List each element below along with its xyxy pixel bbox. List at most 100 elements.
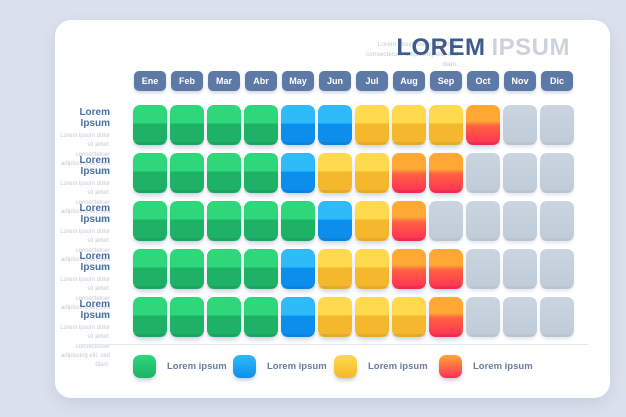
- gantt-cell-green: [133, 105, 167, 145]
- gantt-cell-yellow: [355, 153, 389, 193]
- gantt-row: [133, 201, 574, 241]
- gantt-cell-green: [170, 201, 204, 241]
- gantt-cell-green: [207, 201, 241, 241]
- gantt-cell-orange: [429, 153, 463, 193]
- gantt-cell-yellow: [318, 297, 352, 337]
- legend-divider: [79, 344, 588, 345]
- title-primary: LOREM: [396, 34, 486, 61]
- gantt-cell-gray: [466, 297, 500, 337]
- gantt-cell-blue: [281, 297, 315, 337]
- month-header-oct: Oct: [467, 71, 499, 91]
- row-label: Lorem Ipsum: [79, 251, 110, 273]
- gantt-cell-gray: [429, 201, 463, 241]
- gantt-cell-gray: [466, 153, 500, 193]
- gantt-cell-yellow: [392, 297, 426, 337]
- gantt-cell-green: [207, 249, 241, 289]
- gantt-cell-yellow: [392, 105, 426, 145]
- month-header-jun: Jun: [319, 71, 351, 91]
- month-header-dic: Dic: [541, 71, 573, 91]
- row-label: Lorem Ipsum: [79, 155, 110, 177]
- gantt-cell-orange: [392, 201, 426, 241]
- gantt-cell-green: [207, 297, 241, 337]
- gantt-cell-yellow: [355, 105, 389, 145]
- header-subtitle: Lorem ipsum dolor sit amet, consectetuer…: [365, 41, 458, 68]
- gantt-cell-blue: [281, 105, 315, 145]
- legend-label: Lorem ipsum: [368, 361, 428, 372]
- row-description: Lorem ipsum dolor sit amet, consectetuer…: [60, 181, 110, 225]
- month-header-feb: Feb: [171, 71, 203, 91]
- gantt-cell-green: [207, 105, 241, 145]
- legend-item: Lorem ipsum: [439, 355, 533, 378]
- gantt-row: [133, 153, 574, 193]
- legend-swatch-green: [133, 355, 156, 378]
- gantt-cell-blue: [318, 201, 352, 241]
- gantt-cell-yellow: [355, 249, 389, 289]
- row-label: Lorem Ipsum: [79, 107, 110, 129]
- legend-label: Lorem ipsum: [267, 361, 327, 372]
- gantt-cell-green: [207, 153, 241, 193]
- gantt-cell-green: [170, 153, 204, 193]
- gantt-cell-green: [170, 297, 204, 337]
- row-description: Lorem ipsum dolor sit amet, consectetuer…: [60, 277, 110, 321]
- row-description: Lorem ipsum dolor sit amet, consectetuer…: [60, 133, 110, 177]
- gantt-cell-gray: [540, 201, 574, 241]
- row-label-block: Lorem Ipsum Lorem ipsum dolor sit amet, c…: [57, 203, 110, 274]
- gantt-cell-gray: [540, 105, 574, 145]
- gantt-cell-gray: [466, 249, 500, 289]
- gantt-cell-green: [244, 297, 278, 337]
- row-description: Lorem ipsum dolor sit amet, consectetuer…: [60, 229, 110, 273]
- gantt-cell-gray: [503, 201, 537, 241]
- month-header-may: May: [282, 71, 314, 91]
- row-label: Lorem Ipsum: [79, 299, 110, 321]
- legend-swatch-yellow: [334, 355, 357, 378]
- gantt-row: [133, 297, 574, 337]
- gantt-cell-green: [244, 105, 278, 145]
- gantt-cell-green: [133, 201, 167, 241]
- row-label-block: Lorem Ipsum Lorem ipsum dolor sit amet, c…: [57, 155, 110, 226]
- legend-label: Lorem ipsum: [473, 361, 533, 372]
- gantt-cell-yellow: [318, 249, 352, 289]
- row-label-block: Lorem Ipsum Lorem ipsum dolor sit amet, c…: [57, 251, 110, 322]
- row-label: Lorem Ipsum: [79, 203, 110, 225]
- gantt-cell-orange: [429, 297, 463, 337]
- gantt-cell-gray: [503, 297, 537, 337]
- month-header-jul: Jul: [356, 71, 388, 91]
- title-secondary: IPSUM: [491, 34, 570, 61]
- gantt-cell-orange: [392, 153, 426, 193]
- gantt-cell-gray: [503, 249, 537, 289]
- gantt-cell-orange: [466, 105, 500, 145]
- gantt-cell-yellow: [318, 153, 352, 193]
- month-header-mar: Mar: [208, 71, 240, 91]
- month-header-nov: Nov: [504, 71, 536, 91]
- gantt-cell-blue: [281, 249, 315, 289]
- gantt-row: [133, 249, 574, 289]
- gantt-cell-blue: [281, 153, 315, 193]
- gantt-cell-blue: [318, 105, 352, 145]
- gantt-cell-gray: [466, 201, 500, 241]
- gantt-cell-gray: [540, 249, 574, 289]
- gantt-row: [133, 105, 574, 145]
- page-title: LOREM IPSUM: [396, 34, 570, 62]
- row-label-block: Lorem Ipsum Lorem ipsum dolor sit amet, c…: [57, 299, 110, 370]
- gantt-cell-yellow: [355, 297, 389, 337]
- gantt-cell-green: [244, 249, 278, 289]
- month-header-aug: Aug: [393, 71, 425, 91]
- row-label-block: Lorem Ipsum Lorem ipsum dolor sit amet, c…: [57, 107, 110, 178]
- legend-label: Lorem ipsum: [167, 361, 227, 372]
- gantt-cell-gray: [540, 297, 574, 337]
- gantt-cell-gray: [503, 105, 537, 145]
- month-header-ene: Ene: [134, 71, 166, 91]
- gantt-cell-yellow: [355, 201, 389, 241]
- gantt-cell-gray: [503, 153, 537, 193]
- months-row: Ene Feb Mar Abr May Jun Jul Aug Sep Oct Nov Dic: [134, 71, 573, 91]
- gantt-cell-yellow: [429, 105, 463, 145]
- month-header-abr: Abr: [245, 71, 277, 91]
- legend-item: Lorem ipsum: [334, 355, 428, 378]
- gantt-cell-orange: [429, 249, 463, 289]
- month-header-sep: Sep: [430, 71, 462, 91]
- legend-item: Lorem ipsum: [233, 355, 327, 378]
- gantt-cell-green: [133, 297, 167, 337]
- gantt-cell-green: [244, 201, 278, 241]
- legend-swatch-blue: [233, 355, 256, 378]
- legend-swatch-orange: [439, 355, 462, 378]
